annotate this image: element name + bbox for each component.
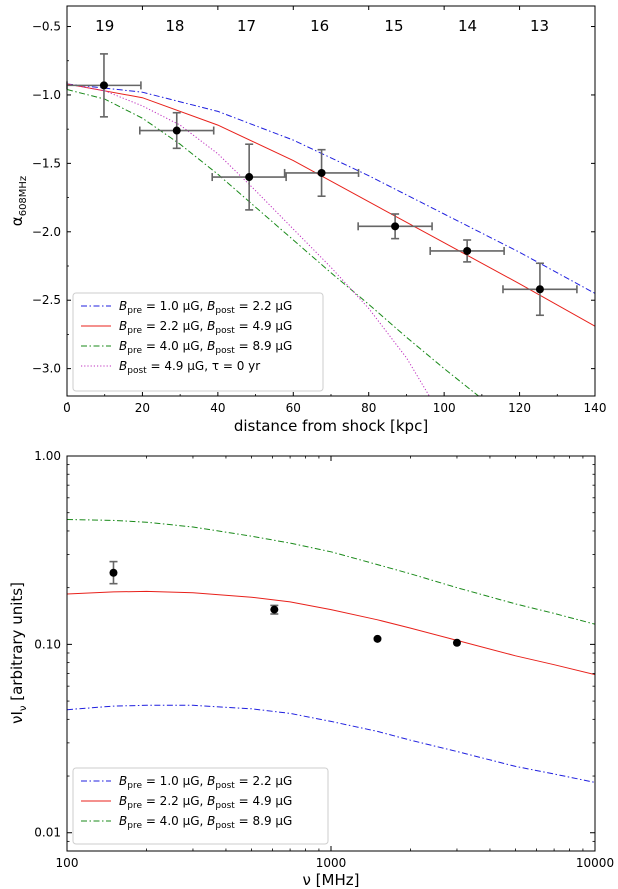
bottom-legend-label-1: Bpre = 2.2 μG, Bpost = 4.9 μG — [119, 794, 292, 811]
bottom-y-tick-label-0: 0.01 — [34, 826, 61, 840]
region-label-14: 14 — [458, 17, 477, 35]
top-x-tick-label-1: 20 — [135, 401, 150, 415]
bottom-y-tick-label-1: 0.10 — [34, 637, 61, 651]
top-legend-label-3: Bpost = 4.9 μG, τ = 0 yr — [119, 359, 260, 376]
top-points — [66, 53, 578, 317]
top-x-tick-label-4: 80 — [361, 401, 376, 415]
top-curve-3 — [67, 83, 430, 396]
top-y-tick-label-3: −1.5 — [32, 156, 61, 170]
bottom-x-tick-label-2: 10000 — [576, 856, 614, 870]
bottom-legend-frame — [72, 767, 329, 845]
top-point-1 — [172, 126, 181, 135]
top-legend-label-0: Bpre = 1.0 μG, Bpost = 2.2 μG — [119, 299, 292, 316]
bottom-point-1 — [270, 605, 279, 614]
top-x-tick-label-0: 0 — [63, 401, 71, 415]
top-y-axis-label: α608MHz — [8, 176, 29, 226]
top-curve-0 — [67, 83, 595, 294]
region-label-13: 13 — [530, 17, 549, 35]
bottom-x-tick-label-0: 100 — [56, 856, 79, 870]
top-x-tick-label-7: 140 — [584, 401, 607, 415]
top-point-3 — [317, 168, 326, 177]
bottom-y-tick-label-2: 1.00 — [34, 449, 61, 463]
top-plot-frame — [66, 5, 596, 397]
top-y-tick-label-1: −2.5 — [32, 293, 61, 307]
top-point-0 — [99, 81, 108, 90]
top-legend-label-1: Bpre = 2.2 μG, Bpost = 4.9 μG — [119, 319, 292, 336]
bottom-chart: 100 1000 10000 0.01 0.10 1.00 ν [MHz] νIν [ar… — [8, 449, 614, 889]
top-y-tick-label-4: −1.0 — [32, 88, 61, 102]
top-y-tick-label-2: −2.0 — [32, 225, 61, 239]
region-label-15: 15 — [384, 17, 403, 35]
bottom-points — [109, 560, 461, 647]
bottom-point-3 — [452, 638, 461, 647]
region-label-17: 17 — [237, 17, 256, 35]
top-x-tick-label-2: 40 — [210, 401, 225, 415]
top-legend-label-2: Bpre = 4.0 μG, Bpost = 8.9 μG — [119, 339, 292, 356]
bottom-legend: Bpre = 1.0 μG, Bpost = 2.2 μG Bpre = 2.2 … — [72, 767, 329, 845]
top-axes: 0 20 40 60 80 100 120 140 −3.0 −2.5 −2.0 −1.5 −1.0 −0… — [32, 6, 607, 415]
bottom-x-axis-label: ν [MHz] — [303, 871, 360, 889]
top-x-tick-label-5: 100 — [433, 401, 456, 415]
bottom-curve-2 — [67, 519, 595, 625]
top-x-tick-label-3: 60 — [286, 401, 301, 415]
top-chart: 19 18 17 16 15 14 13 0 20 40 60 80 100 120 140 −3.0 −2.… — [8, 5, 607, 435]
bottom-y-axis-label: νIν [arbitrary units] — [8, 582, 29, 724]
top-point-5 — [463, 246, 472, 255]
top-point-4 — [391, 222, 400, 231]
top-region-labels: 19 18 17 16 15 14 13 — [95, 17, 549, 35]
bottom-plot-frame — [66, 455, 596, 852]
top-point-2 — [245, 173, 254, 182]
bottom-curves — [67, 519, 595, 783]
bottom-curve-0 — [67, 704, 595, 783]
bottom-x-tick-label-1: 1000 — [316, 856, 347, 870]
bottom-legend-label-0: Bpre = 1.0 μG, Bpost = 2.2 μG — [119, 774, 292, 791]
top-curves — [67, 83, 595, 396]
top-point-6 — [535, 285, 544, 294]
top-y-tick-label-0: −3.0 — [32, 362, 61, 376]
bottom-curve-1 — [67, 590, 595, 676]
top-legend: Bpre = 1.0 μG, Bpost = 2.2 μG Bpre = 2.2 … — [72, 292, 324, 392]
top-curve-2 — [67, 89, 480, 396]
top-curve-1 — [67, 83, 595, 327]
top-x-axis-label: distance from shock [kpc] — [234, 417, 428, 435]
region-label-19: 19 — [95, 17, 114, 35]
bottom-point-0 — [109, 568, 118, 577]
top-x-tick-label-6: 120 — [508, 401, 531, 415]
bottom-point-2 — [373, 634, 382, 643]
bottom-legend-label-2: Bpre = 4.0 μG, Bpost = 8.9 μG — [119, 814, 292, 831]
region-label-18: 18 — [165, 17, 184, 35]
region-label-16: 16 — [310, 17, 329, 35]
top-y-tick-label-5: −0.5 — [32, 20, 61, 34]
top-legend-frame — [72, 292, 324, 392]
